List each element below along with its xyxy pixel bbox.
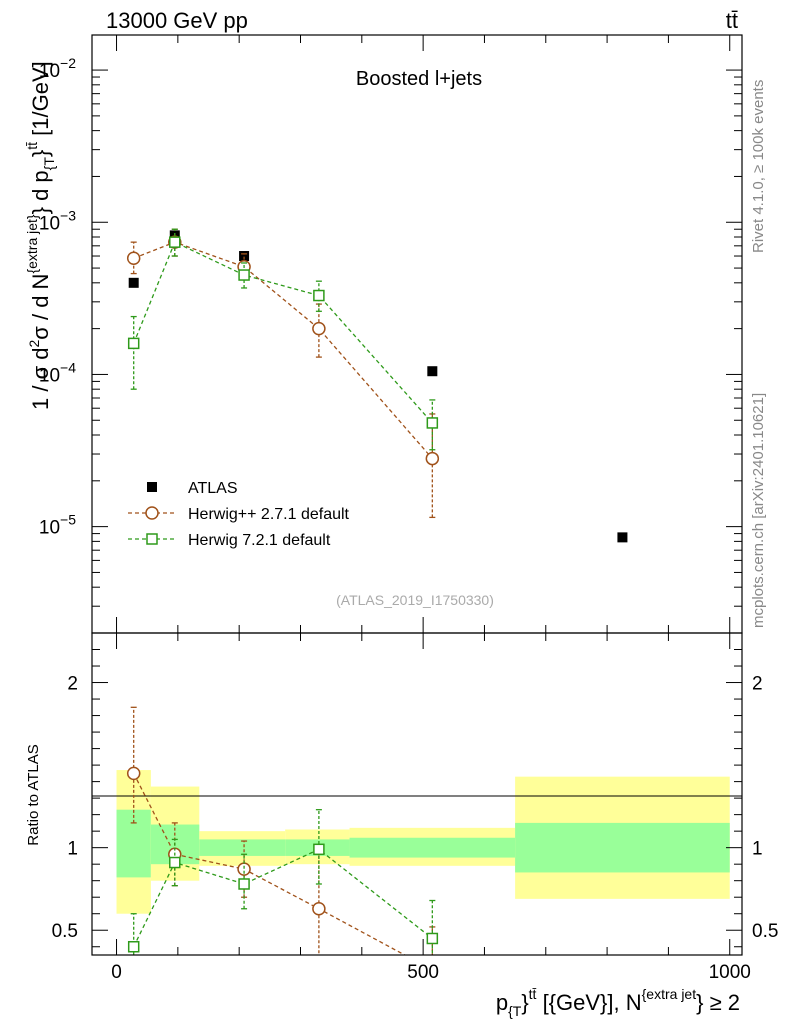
data-point-atlas: [427, 366, 438, 377]
series-line-herwigpp: [133, 241, 433, 460]
band-inner: [199, 839, 286, 856]
series-herwigpp: [126, 228, 440, 519]
band-inner: [349, 837, 516, 858]
ratio-point-herwig7: [313, 843, 325, 856]
ratio-axes: 0.5 0.5 1 1 2 2 0 500 1000: [52, 633, 778, 983]
main-y-tick-label: 10−4: [39, 359, 76, 386]
main-y-tick-label: 10−2: [39, 55, 76, 82]
data-point-atlas: [239, 251, 250, 262]
legend-label-herwigpp: Herwig++ 2.7.1 default: [188, 506, 350, 523]
energy-label: 13000 GeV pp: [106, 8, 248, 33]
series-line-herwig7: [133, 241, 433, 424]
ratio-y-tick-label: 2: [67, 674, 78, 695]
main-data-layer: [126, 228, 628, 543]
main-axes: 10−5 10−4 10−3 10−2: [39, 35, 742, 634]
data-point-herwig7: [313, 289, 325, 302]
ratio-y-tick-label: 0.5: [52, 921, 78, 942]
ratio-y-axis-label: Ratio to ATLAS: [25, 744, 42, 845]
x-tick-label: 0: [111, 962, 122, 983]
data-point-atlas: [617, 532, 628, 543]
data-point-herwigpp: [126, 251, 141, 266]
ratio-point-herwig7: [426, 932, 439, 945]
ratio-y-tick-label-right: 0.5: [752, 921, 778, 942]
main-title: Boosted l+jets: [356, 68, 482, 90]
series-herwig7: [127, 228, 439, 451]
legend-label-herwig7: Herwig 7.2.1 default: [188, 532, 331, 549]
process-label: tt̄: [726, 8, 738, 33]
ratio-point-herwig7: [238, 878, 250, 890]
legend-label-atlas: ATLAS: [188, 480, 238, 497]
ratio-point-herwig7: [127, 940, 140, 953]
data-point-herwig7: [127, 337, 140, 350]
data-point-atlas: [128, 277, 139, 288]
band-inner: [116, 809, 151, 878]
legend-marker-atlas: [147, 482, 157, 492]
ratio-point-herwigpp: [126, 766, 141, 781]
ratio-clip-group: [126, 706, 439, 955]
x-axis-label: p{T}tt̄ [{GeV}], N{extra jet} ≥ 2: [496, 986, 740, 1019]
ratio-line-herwig7: [133, 848, 433, 948]
ratio-point-herwig7: [169, 856, 181, 869]
analysis-tag: (ATLAS_2019_I1750330): [336, 592, 494, 608]
ratio-y-tick-label-right: 2: [752, 674, 763, 695]
main-y-axis-label: 1 / σ d2σ / d N{extra jet}} d p{T}tt̄ [1…: [24, 61, 57, 410]
legend: ATLAS Herwig++ 2.7.1 default Herwig 7.2.1 …: [128, 480, 350, 549]
band-inner: [515, 822, 730, 873]
data-point-herwig7: [426, 417, 439, 429]
x-tick-label: 500: [407, 962, 439, 983]
main-y-tick-label: 10−5: [39, 512, 76, 539]
legend-marker-herwig7: [146, 533, 158, 545]
ratio-data-layer: [126, 706, 439, 955]
ratio-frame: [91, 632, 743, 956]
main-y-tick-label: 10−3: [39, 207, 76, 234]
ratio-panel: 0.5 0.5 1 1 2 2 0 500 1000 Ratio to ATLAS p{T}tt…: [25, 632, 778, 1019]
mcplots-label: mcplots.cern.ch [arXiv:2401.10621]: [750, 393, 767, 628]
ratio-y-tick-label: 1: [67, 839, 78, 860]
ratio-series-herwig7: [127, 809, 439, 955]
ratio-point-herwigpp: [312, 902, 326, 916]
data-point-herwigpp: [425, 451, 440, 466]
legend-marker-herwigpp: [145, 506, 159, 520]
main-panel: ATLAS Herwig++ 2.7.1 default Herwig 7.2.1 …: [24, 34, 743, 634]
ratio-y-tick-label-right: 1: [752, 839, 763, 860]
rivet-label: Rivet 4.1.0, ≥ 100k events: [750, 80, 767, 253]
data-point-herwigpp: [312, 321, 326, 336]
x-tick-label: 1000: [709, 962, 751, 983]
uncertainty-bands: [116, 770, 730, 914]
data-point-herwig7: [169, 236, 181, 248]
data-point-herwig7: [238, 269, 250, 281]
